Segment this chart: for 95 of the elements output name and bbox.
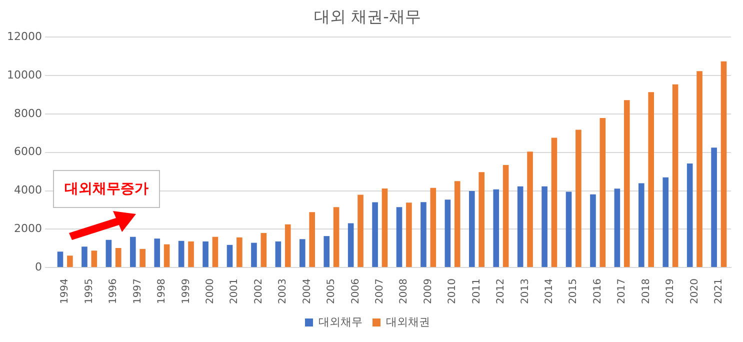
y-tick-label: 2000 bbox=[14, 222, 42, 236]
bar bbox=[324, 236, 330, 268]
bar bbox=[454, 181, 460, 268]
bar bbox=[542, 186, 548, 268]
bar bbox=[420, 202, 426, 268]
bar bbox=[275, 241, 282, 268]
y-tick-label: 6000 bbox=[14, 145, 42, 158]
x-tick-label: 2020 bbox=[689, 278, 700, 304]
x-tick-label: 1995 bbox=[84, 278, 95, 304]
bar bbox=[662, 177, 669, 268]
bar bbox=[82, 246, 88, 268]
legend-label: 대외채권 bbox=[386, 315, 430, 328]
bar bbox=[226, 244, 233, 268]
x-tick-label: 2016 bbox=[592, 278, 604, 304]
x-tick-label: 2001 bbox=[229, 278, 240, 304]
y-tick-label: 0 bbox=[34, 260, 42, 274]
bar bbox=[348, 223, 354, 268]
bar bbox=[406, 202, 412, 268]
x-tick-label: 2010 bbox=[447, 278, 458, 304]
x-tick-label: 2005 bbox=[326, 278, 338, 304]
bar bbox=[106, 240, 112, 268]
bar bbox=[358, 194, 364, 268]
x-tick-label: 2017 bbox=[616, 278, 628, 304]
x-tick-label: 2004 bbox=[302, 278, 313, 304]
bar bbox=[382, 188, 388, 268]
x-tick-label: 2015 bbox=[568, 278, 580, 304]
x-tick-label: 2013 bbox=[520, 278, 531, 304]
bar bbox=[672, 84, 678, 268]
chart-title: 대외 채권-채무 bbox=[314, 6, 421, 26]
bar bbox=[720, 61, 727, 268]
bar bbox=[212, 236, 218, 268]
bar bbox=[154, 238, 160, 268]
x-tick-label: 2003 bbox=[278, 278, 289, 304]
y-tick-label: 10000 bbox=[6, 68, 42, 82]
bar bbox=[444, 200, 451, 268]
bar bbox=[638, 183, 644, 268]
bar bbox=[493, 189, 500, 268]
bar bbox=[566, 192, 572, 268]
bar bbox=[57, 252, 64, 268]
bar bbox=[188, 241, 194, 268]
bar bbox=[527, 152, 533, 268]
bar bbox=[600, 118, 606, 268]
bar bbox=[309, 212, 315, 268]
bar bbox=[711, 148, 717, 268]
bar bbox=[686, 164, 693, 268]
bar bbox=[130, 236, 136, 268]
bar bbox=[430, 188, 436, 268]
x-tick-label: 1998 bbox=[156, 278, 168, 304]
bar bbox=[469, 190, 475, 268]
bar bbox=[624, 100, 630, 268]
legend-label: 대외채무 bbox=[318, 315, 362, 328]
x-tick-label: 2000 bbox=[204, 278, 216, 304]
bar bbox=[202, 241, 208, 268]
bar bbox=[502, 165, 509, 268]
x-tick-label: 2021 bbox=[713, 278, 724, 304]
y-tick-label: 4000 bbox=[14, 184, 42, 197]
x-tick-label: 1997 bbox=[132, 278, 144, 304]
annotation: 대외채무증가 bbox=[53, 170, 160, 208]
y-tick-label: 8000 bbox=[14, 106, 42, 120]
bar bbox=[648, 92, 654, 268]
y-tick-label: 12000 bbox=[6, 30, 42, 44]
x-tick-label: 1999 bbox=[180, 278, 192, 304]
bar bbox=[91, 250, 98, 268]
bar bbox=[372, 202, 378, 268]
x-tick-label: 2008 bbox=[398, 278, 410, 304]
bar bbox=[251, 242, 257, 268]
bar bbox=[576, 130, 582, 268]
x-tick-label: 1996 bbox=[108, 278, 120, 304]
bar bbox=[696, 71, 702, 268]
bar bbox=[236, 237, 242, 268]
bar bbox=[551, 138, 558, 268]
x-tick-label: 2019 bbox=[665, 278, 676, 304]
x-tick-label: 2002 bbox=[253, 278, 264, 304]
bar bbox=[284, 224, 291, 268]
bar bbox=[178, 240, 184, 268]
x-tick-label: 2007 bbox=[374, 278, 386, 304]
bar bbox=[590, 194, 596, 268]
bar bbox=[164, 244, 170, 268]
bar bbox=[517, 186, 524, 268]
bar bbox=[614, 188, 620, 268]
x-tick-label: 2012 bbox=[496, 278, 507, 304]
x-tick-label: 1994 bbox=[60, 278, 71, 304]
bar bbox=[115, 248, 122, 268]
x-tick-label: 2011 bbox=[471, 278, 482, 304]
bar bbox=[396, 207, 402, 268]
x-tick-label: 2006 bbox=[350, 278, 362, 304]
bar bbox=[140, 248, 146, 268]
x-tick-label: 2009 bbox=[422, 278, 434, 304]
bar bbox=[333, 207, 340, 268]
x-tick-label: 2018 bbox=[640, 278, 652, 304]
bar bbox=[478, 172, 484, 268]
bar bbox=[260, 233, 267, 268]
bar bbox=[67, 256, 73, 268]
bar bbox=[299, 239, 306, 268]
x-tick-label: 2014 bbox=[544, 278, 555, 304]
